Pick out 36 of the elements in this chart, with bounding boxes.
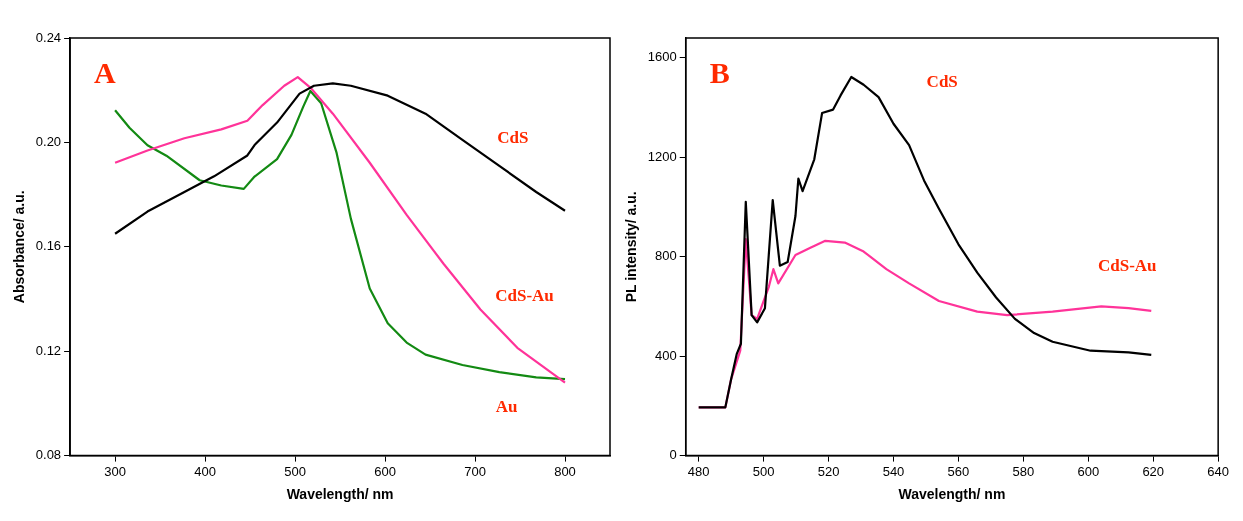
- x-tick-label: 700: [464, 463, 486, 479]
- y-tick-label: 1200: [647, 148, 677, 164]
- series-label: CdS-Au: [1097, 256, 1157, 276]
- annotation: B: [709, 55, 730, 89]
- x-tick-label: 500: [752, 463, 775, 479]
- y-tick-label: 0.20: [35, 133, 62, 149]
- series-label: Au: [495, 396, 518, 416]
- y-tick-label: 0.16: [35, 238, 62, 254]
- y-tick-label: 0.08: [35, 447, 62, 463]
- x-tick-label: 480: [687, 463, 710, 479]
- x-tick-label: 300: [104, 463, 126, 479]
- x-axis-title: Wavelength/ nm: [898, 486, 1006, 503]
- x-tick-label: 500: [284, 463, 306, 479]
- x-tick-label: 580: [1012, 463, 1035, 479]
- x-tick-label: 400: [194, 463, 216, 479]
- y-axis-title: PL intensity/ a.u.: [623, 191, 640, 303]
- text: CdS: [926, 72, 958, 92]
- y-tick-label: 0.24: [35, 29, 62, 45]
- series-label: CdS-Au: [495, 285, 554, 305]
- x-tick-label: 520: [817, 463, 840, 479]
- x-tick-label: 600: [1077, 463, 1100, 479]
- x-tick-label: 620: [1142, 463, 1165, 479]
- x-tick-label: 800: [554, 463, 576, 479]
- y-tick-label: 1600: [647, 49, 677, 65]
- y-tick-label: 0.12: [35, 342, 62, 358]
- series-label: CdS: [497, 127, 529, 147]
- x-tick-label: 640: [1207, 463, 1230, 479]
- y-axis-title: Absorbance/ a.u.: [11, 190, 28, 304]
- x-tick-label: 540: [882, 463, 905, 479]
- y-tick-label: 800: [655, 248, 677, 264]
- y-tick-label: 400: [655, 347, 677, 363]
- x-axis-title: Wavelength/ nm: [286, 486, 394, 503]
- x-tick-label: 600: [374, 463, 396, 479]
- x-tick-label: 560: [947, 463, 970, 479]
- y-tick-label: 0: [669, 447, 677, 463]
- annotation: A: [94, 55, 117, 89]
